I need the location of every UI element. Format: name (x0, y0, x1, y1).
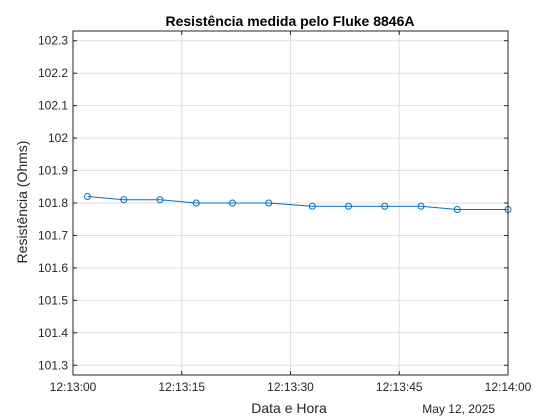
data-point (265, 199, 273, 207)
x-tick-label: 12:13:45 (376, 380, 423, 394)
data-point (345, 202, 352, 210)
y-tick-label: 101.8 (38, 196, 68, 210)
grid (72, 31, 509, 375)
y-tick-label: 101.9 (38, 164, 68, 178)
x-axis-label: Data e Hora (251, 400, 327, 416)
y-tick-label: 102.1 (38, 99, 68, 113)
data-point (453, 205, 461, 213)
data-point (84, 193, 91, 201)
chart-title: Resistência medida pelo Fluke 8846A (166, 13, 415, 29)
data-point (417, 202, 425, 210)
x-tick-label: 12:13:15 (158, 380, 205, 394)
tick-labels: 12:13:00 12:13:15 12:13:30 12:13:45 12:14:00… (38, 34, 532, 394)
series-layer (84, 193, 512, 213)
y-tick-label: 101.6 (38, 261, 68, 275)
y-tick-label: 102 (48, 131, 68, 145)
series-line (87, 196, 508, 210)
x-tick-label: 12:13:30 (267, 380, 314, 394)
x-tick-label: 12:14:00 (485, 380, 532, 394)
data-point (156, 196, 164, 204)
y-tick-label: 101.7 (38, 228, 68, 242)
data-point (192, 199, 200, 207)
axes (72, 30, 509, 376)
y-tick-label: 101.5 (38, 293, 68, 307)
data-point (308, 202, 316, 210)
y-tick-label: 102.2 (38, 66, 68, 80)
data-point (229, 199, 236, 207)
y-tick-label: 101.3 (38, 358, 68, 372)
plot-frame (72, 30, 509, 376)
data-point (381, 202, 389, 210)
y-tick-label: 102.3 (38, 34, 68, 48)
x-tick-label: 12:13:00 (50, 380, 97, 394)
data-point (120, 196, 128, 204)
y-tick-label: 101.4 (38, 326, 68, 340)
y-axis-label: Resistência (Ohms) (14, 141, 30, 264)
date-label: May 12, 2025 (422, 402, 495, 416)
